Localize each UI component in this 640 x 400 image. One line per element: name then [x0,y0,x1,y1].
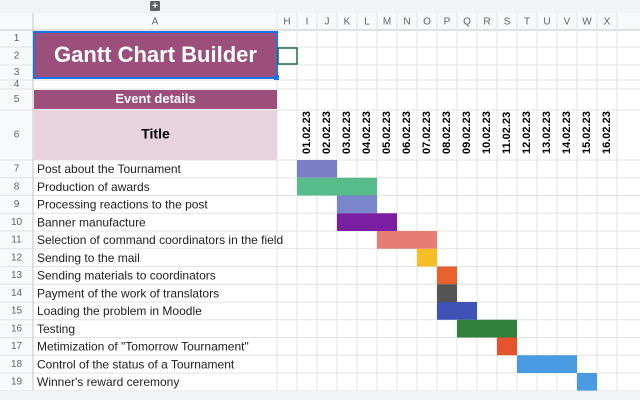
row-header[interactable]: 6 [14,130,20,141]
date-header: 03.02.23 [341,111,353,154]
row-header[interactable]: 18 [11,359,23,370]
date-header: 05.02.23 [381,111,393,154]
gantt-bar [577,373,597,391]
gantt-bar [437,302,477,320]
row-header[interactable]: 3 [14,67,20,78]
date-header: 01.02.23 [301,111,313,154]
selected-cell[interactable] [277,47,298,65]
task-name: Sending materials to coordinators [37,269,216,283]
column-header-bar [0,13,640,30]
task-name: Metimization of "Tomorrow Tournament" [37,340,249,354]
task-name: Control of the status of a Tournament [37,357,235,371]
task-name: Winner's reward ceremony [37,375,179,389]
date-header: 14.02.23 [561,111,573,154]
row-header[interactable]: 19 [11,377,23,388]
gantt-bar [457,319,517,338]
top-strip [0,0,640,13]
row-header[interactable]: 9 [14,199,20,210]
column-header[interactable]: T [524,17,530,28]
task-name: Processing reactions to the post [37,198,208,212]
column-header[interactable]: I [306,17,309,28]
gantt-bar [337,195,377,214]
column-header[interactable]: W [582,17,592,28]
section-cell [34,90,277,109]
column-header[interactable]: S [504,17,511,28]
task-name: Selection of command coordinators in the… [37,233,283,247]
row-header[interactable]: 16 [11,323,23,334]
title-header: Title [141,126,170,142]
row-header[interactable]: 14 [11,288,23,299]
column-header[interactable]: Q [463,17,471,28]
date-header: 08.02.23 [441,111,453,154]
column-header[interactable]: N [403,17,410,28]
row-header[interactable]: 4 [14,79,20,90]
title-cell [33,31,278,79]
date-header: 16.02.23 [601,111,613,154]
gantt-bar [417,248,437,267]
row-header[interactable]: 1 [14,33,20,44]
gantt-bar [517,355,577,373]
date-header: 02.02.23 [321,111,333,154]
task-name: Sending to the mail [37,251,140,265]
column-header[interactable]: V [564,17,571,28]
date-header: 13.02.23 [541,111,553,154]
row-header-bar [0,13,33,400]
row-header[interactable]: 12 [11,252,23,263]
gantt-bar [437,284,457,302]
row-header[interactable]: 8 [14,181,20,192]
date-header: 12.02.23 [521,111,533,154]
gantt-bar [497,337,517,356]
date-header: 10.02.23 [481,111,493,154]
column-header[interactable]: U [543,17,550,28]
row-header[interactable]: 11 [11,235,22,246]
column-header[interactable]: P [444,17,451,28]
date-header: 06.02.23 [401,111,413,154]
date-header: 07.02.23 [421,111,433,154]
title-header-cell [34,110,277,160]
row-header[interactable]: 15 [11,306,23,317]
selection-handle [274,75,279,80]
row-header[interactable]: 10 [11,217,23,228]
date-header: 15.02.23 [581,111,593,154]
row-header[interactable]: 2 [14,51,20,62]
column-header[interactable]: X [604,17,611,28]
column-header[interactable]: L [364,17,370,28]
date-header: 11.02.23 [501,112,513,154]
row-header[interactable]: 17 [11,341,23,352]
row-header[interactable]: 13 [11,270,23,281]
section-label: Event details [115,91,195,106]
column-header[interactable]: M [383,17,391,28]
column-header[interactable]: J [325,17,330,28]
date-header: 04.02.23 [361,111,373,154]
add-button-label[interactable]: + [152,1,158,12]
gantt-bar [437,266,457,285]
task-name: Testing [37,322,75,336]
row-header[interactable]: 5 [14,94,20,105]
gantt-bar [297,177,377,196]
column-header[interactable]: R [483,17,490,28]
gantt-bar [337,213,397,231]
date-header: 09.02.23 [461,111,473,154]
column-header[interactable]: O [423,17,431,28]
task-name: Loading the problem in Moodle [37,304,202,318]
row-header[interactable]: 7 [14,164,20,175]
column-header[interactable]: K [344,17,351,28]
bottom-bar [0,390,640,400]
task-name: Production of awards [37,180,150,194]
sheet-title: Gantt Chart Builder [54,42,257,67]
gantt-bar [297,160,337,178]
task-name: Post about the Tournament [37,162,182,176]
add-button[interactable] [150,1,160,11]
column-header[interactable]: H [283,17,290,28]
task-name: Banner manufacture [37,215,146,229]
column-header[interactable]: A [152,17,159,28]
task-name: Payment of the work of translators [37,286,219,300]
gantt-bar [377,231,437,249]
